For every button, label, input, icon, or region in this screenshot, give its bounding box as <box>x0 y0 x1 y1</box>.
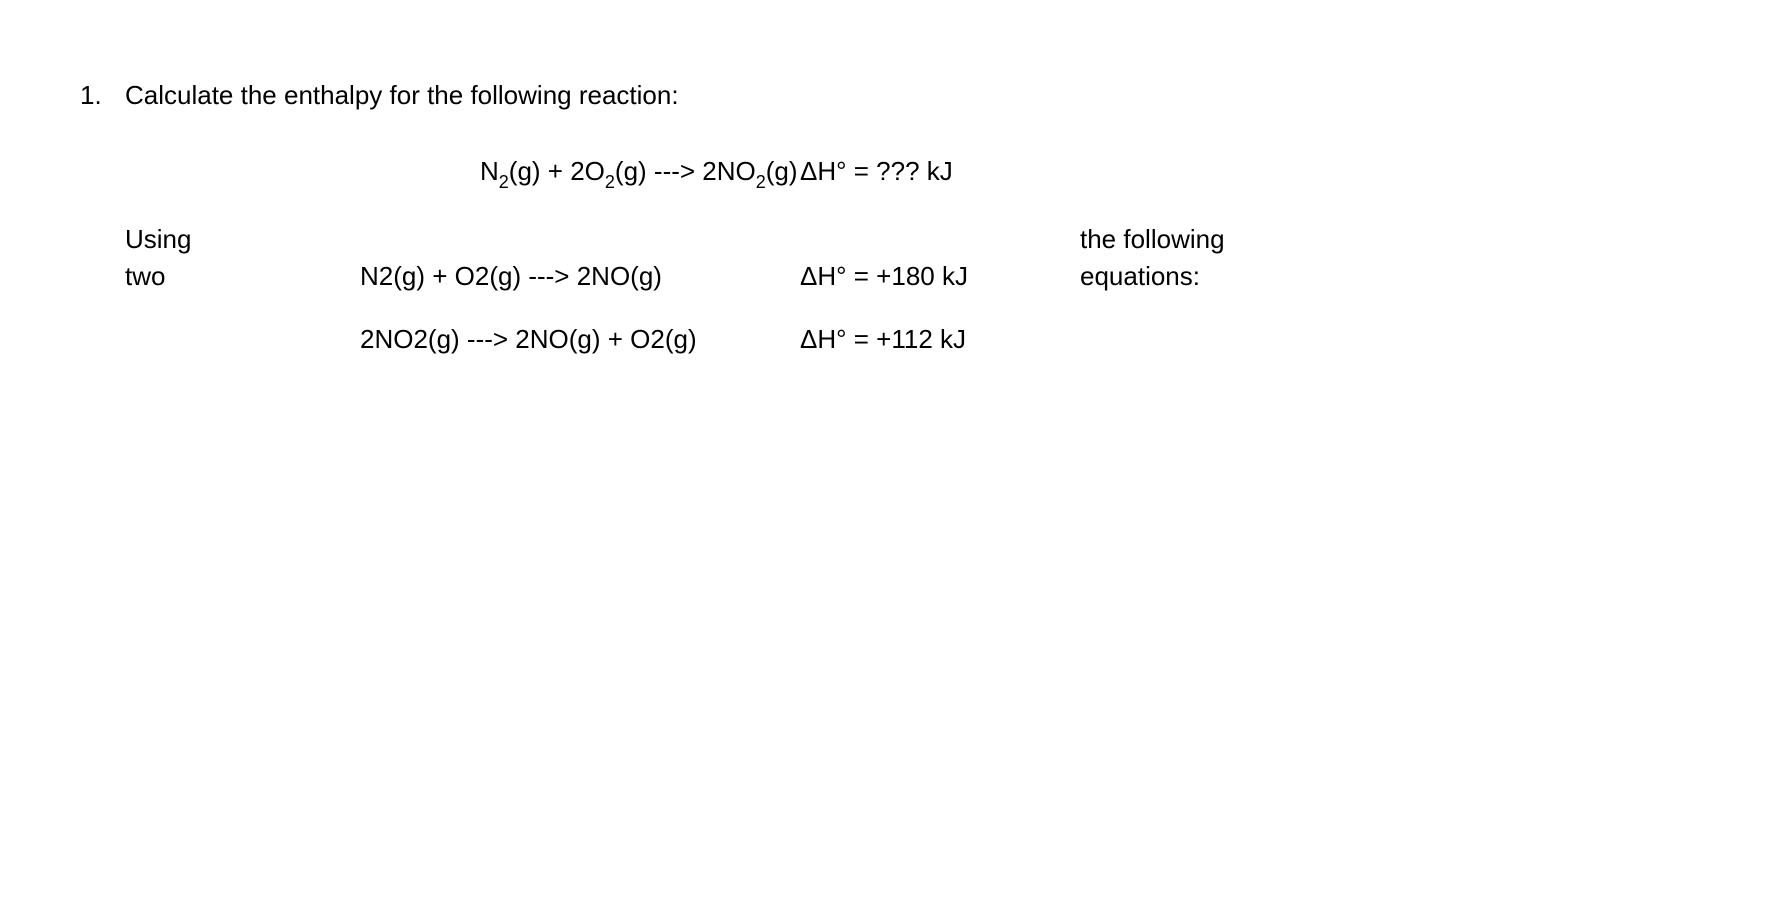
eq-sub-no2: 2 <box>756 172 766 192</box>
two-word: two <box>125 258 280 294</box>
eq-part3: (g) <box>766 156 798 186</box>
eq-part-n: N <box>480 156 499 186</box>
using-row: Using two N2(g) + O2(g) ---> 2NO(g) 2NO2… <box>80 221 1770 387</box>
given-eq-1: N2(g) + O2(g) ---> 2NO(g) <box>280 261 800 292</box>
using-right: the following equations: <box>1080 221 1300 294</box>
given-dh-values: ΔH° = +180 kJ ΔH° = +112 kJ <box>800 221 1080 387</box>
eq-part2: (g) ---> 2NO <box>615 156 756 186</box>
target-equation-row: N2(g) + 2O2(g) ---> 2NO2(g) ΔH° = ??? kJ <box>80 156 1770 191</box>
given-equations: N2(g) + O2(g) ---> 2NO(g) 2NO2(g) ---> 2… <box>280 221 800 387</box>
given-dh-1: ΔH° = +180 kJ <box>800 261 1080 292</box>
target-equation: N2(g) + 2O2(g) ---> 2NO2(g) <box>280 156 800 191</box>
equations-word: equations: <box>1080 258 1300 294</box>
eq-sub-n2: 2 <box>499 172 509 192</box>
question-line: 1. Calculate the enthalpy for the follow… <box>80 80 1770 111</box>
the-following: the following <box>1080 221 1300 257</box>
using-left: Using two <box>80 221 280 294</box>
given-eq-2: 2NO2(g) ---> 2NO(g) + O2(g) <box>280 324 800 355</box>
question-number: 1. <box>80 80 125 111</box>
question-prompt: Calculate the enthalpy for the following… <box>125 80 679 111</box>
given-dh-2: ΔH° = +112 kJ <box>800 324 1080 355</box>
target-dh: ΔH° = ??? kJ <box>800 156 1080 187</box>
eq-part1: (g) + 2O <box>509 156 605 186</box>
eq-sub-o2: 2 <box>605 172 615 192</box>
using-word: Using <box>125 221 280 257</box>
